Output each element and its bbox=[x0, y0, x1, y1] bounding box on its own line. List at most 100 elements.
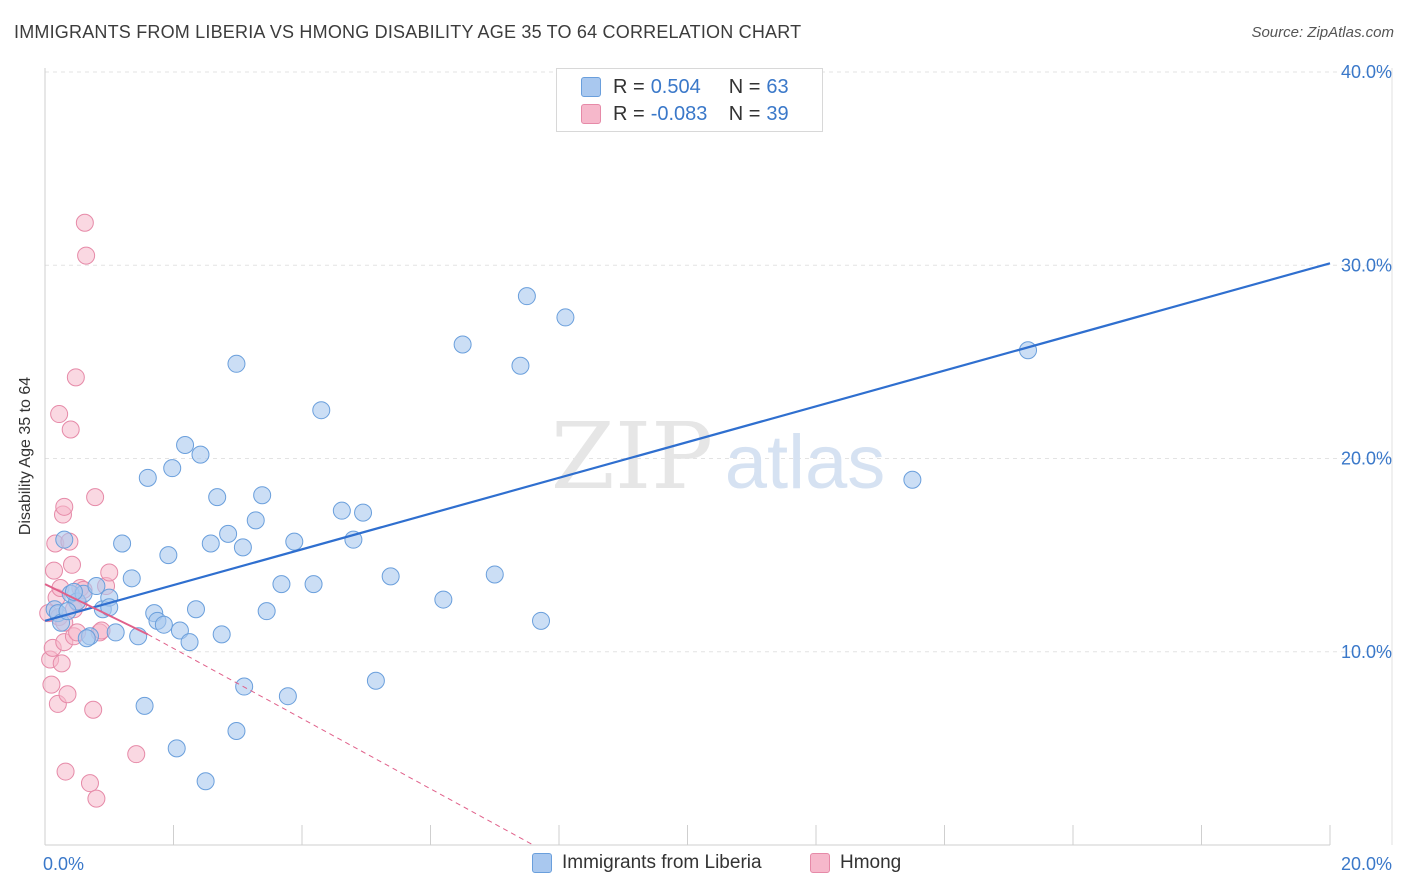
hmong-point bbox=[100, 563, 119, 582]
hmong-point bbox=[80, 774, 99, 793]
y-tick-label: 40.0% bbox=[1341, 62, 1392, 82]
grid-lines bbox=[45, 71, 1392, 653]
hmong-point bbox=[66, 368, 85, 387]
liberia-point bbox=[170, 621, 189, 640]
liberia-point bbox=[201, 534, 220, 553]
axes bbox=[44, 68, 1393, 846]
y-tick-label: 20.0% bbox=[1341, 449, 1392, 469]
legend-n-label: N = bbox=[728, 102, 761, 125]
hmong-point bbox=[87, 789, 106, 808]
x-tick-label: 0.0% bbox=[43, 854, 84, 874]
liberia-point bbox=[517, 287, 536, 306]
legend-item-liberia[interactable]: Immigrants from Liberia bbox=[532, 852, 762, 874]
legend-item-hmong[interactable]: Hmong bbox=[810, 852, 901, 874]
series-legend: Immigrants from Liberia Hmong bbox=[0, 852, 1406, 876]
liberia-point bbox=[113, 534, 132, 553]
liberia-point bbox=[87, 577, 106, 596]
x-tick-label: 20.0% bbox=[1341, 854, 1392, 874]
liberia-point bbox=[285, 532, 304, 551]
liberia-point bbox=[167, 739, 186, 758]
hmong-point bbox=[62, 555, 81, 574]
trend-lines bbox=[44, 262, 1331, 846]
legend-n-value: 63 bbox=[766, 75, 789, 98]
hmong-trend-line bbox=[44, 583, 149, 636]
liberia-point bbox=[122, 569, 141, 588]
legend-r-label: R = bbox=[613, 102, 645, 125]
hmong-point bbox=[86, 488, 105, 507]
liberia-point bbox=[55, 530, 74, 549]
liberia-point bbox=[163, 459, 182, 478]
x-tick-labels: 0.0% 20.0% bbox=[43, 854, 1392, 874]
liberia-point bbox=[196, 772, 215, 791]
watermark: ZIP atlas bbox=[551, 403, 885, 510]
correlation-legend: R = 0.504 N = 63 R = -0.083 N = 39 bbox=[556, 68, 823, 132]
liberia-trend-line bbox=[44, 262, 1331, 622]
chart-title: IMMIGRANTS FROM LIBERIA VS HMONG DISABIL… bbox=[14, 22, 802, 42]
legend-r-value: -0.083 bbox=[650, 102, 708, 125]
liberia-point bbox=[272, 575, 291, 594]
liberia-point bbox=[532, 611, 551, 630]
liberia-point bbox=[381, 567, 400, 586]
liberia-point bbox=[159, 546, 178, 565]
legend-row-liberia: R = 0.504 N = 63 bbox=[581, 75, 789, 99]
hmong-point bbox=[56, 762, 75, 781]
hmong-point bbox=[55, 497, 74, 516]
liberia-point bbox=[511, 356, 530, 375]
liberia-point bbox=[176, 435, 195, 454]
legend-label-liberia: Immigrants from Liberia bbox=[562, 852, 762, 873]
liberia-point bbox=[1019, 341, 1038, 360]
liberia-point bbox=[191, 445, 210, 464]
liberia-point bbox=[154, 615, 173, 634]
y-tick-labels: 10.0% 20.0% 30.0% 40.0% bbox=[1341, 62, 1392, 662]
liberia-point bbox=[332, 501, 351, 520]
liberia-point bbox=[212, 625, 231, 644]
legend-swatch-liberia bbox=[581, 77, 601, 97]
legend-r-label: R = bbox=[613, 75, 645, 98]
liberia-point bbox=[366, 671, 385, 690]
liberia-point bbox=[138, 468, 157, 487]
liberia-point bbox=[227, 354, 246, 373]
liberia-point bbox=[186, 600, 205, 619]
y-tick-label: 30.0% bbox=[1341, 255, 1392, 275]
hmong-trend-extension bbox=[147, 633, 534, 846]
liberia-point bbox=[556, 308, 575, 327]
liberia-point bbox=[219, 524, 238, 543]
hmong-point bbox=[50, 405, 69, 424]
hmong-point bbox=[77, 246, 96, 265]
liberia-point bbox=[312, 401, 331, 420]
liberia-point bbox=[354, 503, 373, 522]
liberia-point bbox=[246, 511, 265, 530]
liberia-point bbox=[233, 538, 252, 557]
watermark-atlas: atlas bbox=[725, 420, 886, 505]
legend-swatch-hmong bbox=[810, 853, 830, 873]
liberia-point bbox=[304, 575, 323, 594]
y-tick-label: 10.0% bbox=[1341, 642, 1392, 662]
hmong-point bbox=[61, 420, 80, 439]
liberia-point bbox=[253, 486, 272, 505]
legend-row-hmong: R = -0.083 N = 39 bbox=[581, 102, 789, 126]
hmong-point bbox=[75, 213, 94, 232]
liberia-point bbox=[227, 721, 246, 740]
liberia-point bbox=[434, 590, 453, 609]
liberia-point bbox=[208, 488, 227, 507]
liberia-point bbox=[135, 696, 154, 715]
hmong-point bbox=[127, 745, 146, 764]
hmong-point bbox=[84, 700, 103, 719]
legend-n-value: 39 bbox=[766, 102, 789, 125]
legend-swatch-hmong bbox=[581, 104, 601, 124]
chart-source: Source: ZipAtlas.com bbox=[1251, 24, 1394, 41]
legend-r-value: 0.504 bbox=[650, 75, 701, 98]
liberia-point bbox=[77, 629, 96, 648]
liberia-point bbox=[278, 687, 297, 706]
hmong-point bbox=[52, 654, 71, 673]
hmong-point bbox=[58, 685, 77, 704]
liberia-point bbox=[485, 565, 504, 584]
hmong-points bbox=[39, 213, 146, 808]
liberia-point bbox=[106, 623, 125, 642]
legend-label-hmong: Hmong bbox=[840, 852, 902, 873]
liberia-point bbox=[453, 335, 472, 354]
hmong-point bbox=[42, 675, 61, 694]
legend-n-label: N = bbox=[728, 75, 761, 98]
liberia-point bbox=[257, 602, 276, 621]
